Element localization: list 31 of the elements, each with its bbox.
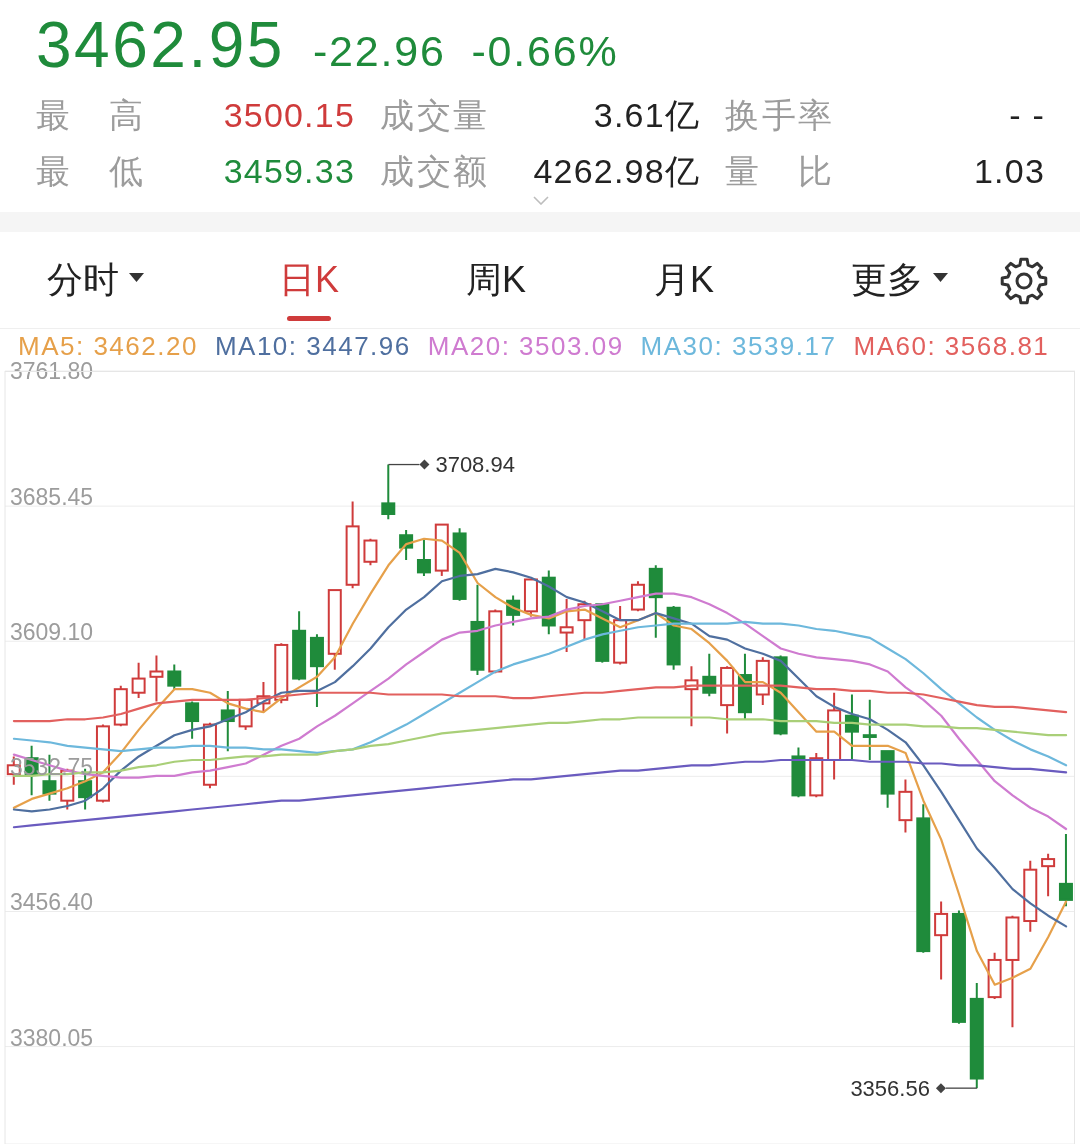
text: 3.61亿 (593, 96, 700, 134)
text: 更多 (850, 259, 923, 300)
text: 1.03 (974, 152, 1045, 190)
text: - - (1009, 96, 1045, 134)
y-tick-label: 3761.80 (10, 358, 94, 384)
text: MA5: 3462.20 (18, 331, 198, 361)
chart-title: 3462.95 (36, 9, 285, 81)
text: 成交额 (380, 152, 487, 190)
text: 4262.98亿 (533, 152, 700, 190)
chart-subtitle: -22.96 -0.66% (313, 27, 619, 75)
y-tick-label: 3609.10 (10, 619, 94, 646)
text: MA20: 3503.09 (427, 331, 624, 361)
text: 周K (465, 259, 526, 300)
text: MA10: 3447.96 (214, 331, 411, 361)
text: MA60: 3568.81 (853, 331, 1050, 361)
text: 最 高 (36, 96, 143, 134)
text: 日K (278, 259, 339, 300)
text: 分时 (46, 259, 119, 300)
text: 月K (653, 259, 714, 300)
text: 换手率 (725, 96, 832, 134)
annotation: 3356.56 (850, 1075, 930, 1101)
text: 3500.15 (223, 96, 355, 134)
y-tick-label: 3456.40 (10, 889, 94, 916)
y-tick-label: 3380.05 (10, 1024, 94, 1051)
text: 量 比 (725, 152, 832, 190)
text: MA30: 3539.17 (640, 331, 837, 361)
text: 3459.33 (223, 152, 355, 190)
annotation: 3708.94 (435, 452, 515, 478)
text: 成交量 (380, 96, 487, 134)
text: 最 低 (36, 152, 143, 190)
y-tick-label: 3685.45 (10, 484, 94, 511)
